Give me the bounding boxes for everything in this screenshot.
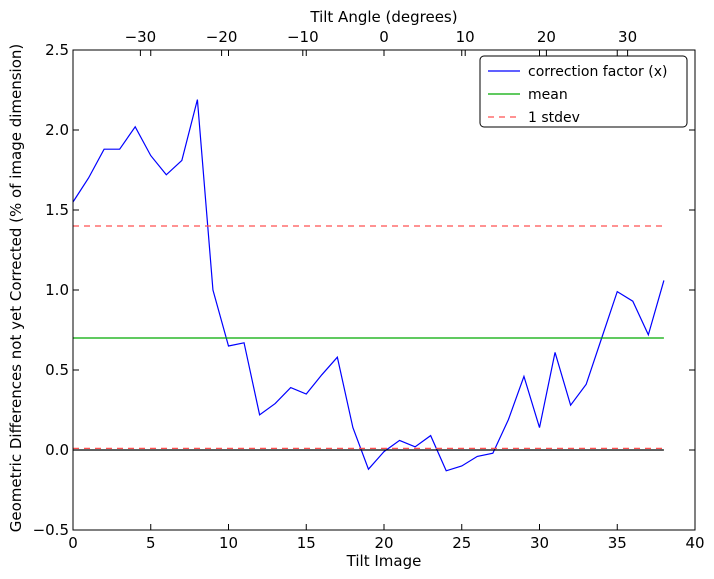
x-axis-title: Tilt Image: [346, 552, 422, 570]
x2-tick-label: 10: [456, 28, 475, 46]
x2-tick-label: 30: [618, 28, 637, 46]
x-tick-label: 5: [146, 534, 156, 552]
x2-tick-label: −30: [125, 28, 157, 46]
x2-tick-label: −20: [206, 28, 238, 46]
plot-area: [72, 99, 665, 472]
y-tick-label: 2.5: [45, 41, 69, 59]
x2-tick-label: −10: [287, 28, 319, 46]
x-tick-label: 0: [68, 534, 78, 552]
y-tick-label: 2.0: [45, 121, 69, 139]
x-tick-label: 15: [297, 534, 316, 552]
x-tick-label: 25: [452, 534, 471, 552]
legend: correction factor (x) mean 1 stdev: [479, 55, 688, 128]
x-tick-label: 30: [530, 534, 549, 552]
y-tick-label: 0.5: [45, 361, 69, 379]
y-tick-label: −0.5: [33, 521, 69, 539]
top-axis-title: Tilt Angle (degrees): [309, 8, 457, 26]
series-line-0: [72, 99, 665, 472]
x-tick-label: 35: [608, 534, 627, 552]
y-tick-label: 0.0: [45, 441, 69, 459]
x-tick-label: 10: [219, 534, 238, 552]
x2-tick-label: 0: [379, 28, 389, 46]
legend-label-1: mean: [528, 87, 568, 103]
y-axis-title: Geometric Differences not yet Corrected …: [7, 44, 25, 533]
y-tick-label: 1.0: [45, 281, 69, 299]
y-tick-label: 1.5: [45, 201, 69, 219]
legend-label-2: 1 stdev: [528, 110, 580, 126]
x-tick-label: 40: [685, 534, 704, 552]
x2-tick-label: 20: [537, 28, 556, 46]
legend-label-0: correction factor (x): [528, 64, 667, 80]
x-tick-label: 20: [374, 534, 393, 552]
legend-box: [479, 55, 688, 128]
axes: 0 5 10 15 20 25 30 35 40 −0.5 0.0 0.5 1.0 1.5 2.0 2.5 −3…: [33, 28, 705, 552]
